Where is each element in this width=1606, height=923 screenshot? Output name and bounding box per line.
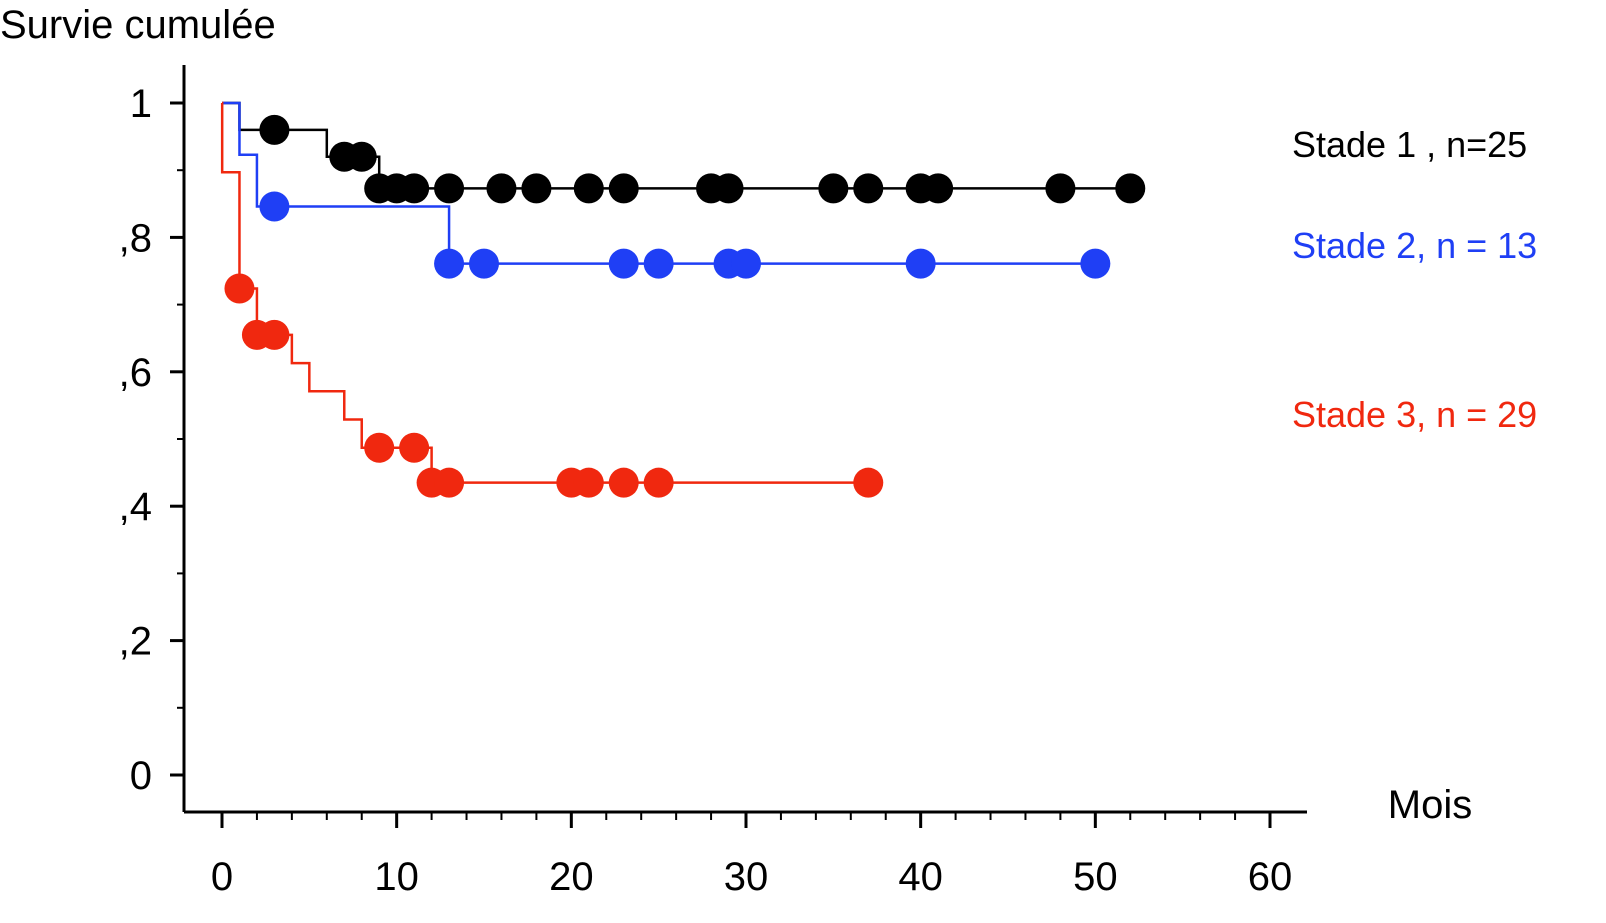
censor-point-series-1: [346, 141, 377, 172]
censor-point-series-1: [486, 173, 517, 204]
y-axis-title: Survie cumulée: [0, 3, 276, 47]
y-tick-label: ,4: [119, 485, 152, 529]
censor-point-series-1: [521, 173, 552, 204]
censor-point-series-1: [608, 173, 639, 204]
censor-point-series-1: [1045, 173, 1076, 204]
x-tick-label: 0: [211, 855, 233, 899]
x-tick-label: 40: [898, 855, 943, 899]
censor-point-series-3: [259, 319, 290, 350]
x-tick-label: 30: [724, 855, 769, 899]
y-tick-label: ,8: [119, 216, 152, 260]
legend-entry-stade-1: Stade 1 , n=25: [1292, 124, 1527, 165]
legend-entry-stade-3: Stade 3, n = 29: [1292, 394, 1537, 435]
x-tick-label: 60: [1248, 855, 1293, 899]
censor-point-series-3: [573, 467, 604, 498]
censor-point-series-2: [608, 248, 639, 279]
censor-point-series-1: [853, 173, 884, 204]
censor-point-series-2: [1080, 248, 1111, 279]
y-tick-label: ,2: [119, 620, 152, 664]
censor-point-series-3: [853, 467, 884, 498]
censor-point-series-1: [573, 173, 604, 204]
censor-marks: [224, 114, 1146, 498]
censor-point-series-2: [731, 248, 761, 279]
censor-point-series-1: [259, 114, 290, 145]
x-axis-title: Mois: [1388, 783, 1472, 827]
x-tick-label: 50: [1073, 855, 1118, 899]
censor-point-series-2: [434, 248, 465, 279]
censor-point-series-3: [434, 467, 465, 498]
censor-point-series-2: [643, 248, 674, 279]
censor-point-series-1: [923, 173, 954, 204]
censor-point-series-2: [469, 248, 499, 279]
x-tick-label: 10: [374, 855, 419, 899]
censor-point-series-3: [224, 273, 255, 304]
censor-point-series-3: [364, 432, 395, 463]
series-line-2: [222, 101, 1096, 265]
x-tick-label: 20: [549, 855, 594, 899]
censor-point-series-2: [259, 191, 290, 222]
y-tick-label: ,6: [119, 351, 152, 395]
censor-point-series-3: [608, 467, 639, 498]
ticks: 0,2,4,6,810 10 20 30 40 50 60: [119, 82, 1293, 899]
censor-point-series-1: [818, 173, 849, 204]
y-tick-label: 0: [130, 754, 152, 798]
censor-point-series-1: [434, 173, 465, 204]
censor-point-series-1: [713, 173, 744, 204]
censor-point-series-2: [905, 248, 936, 279]
legend: Stade 1 , n=25 Stade 2, n = 13 Stade 3, …: [1292, 124, 1537, 435]
censor-point-series-1: [1115, 173, 1146, 204]
legend-entry-stade-2: Stade 2, n = 13: [1292, 225, 1537, 266]
censor-point-series-3: [643, 467, 674, 498]
y-tick-label: 1: [130, 82, 152, 126]
series-line-3: [220, 101, 869, 484]
censor-point-series-3: [399, 432, 430, 463]
censor-point-series-1: [399, 173, 430, 204]
